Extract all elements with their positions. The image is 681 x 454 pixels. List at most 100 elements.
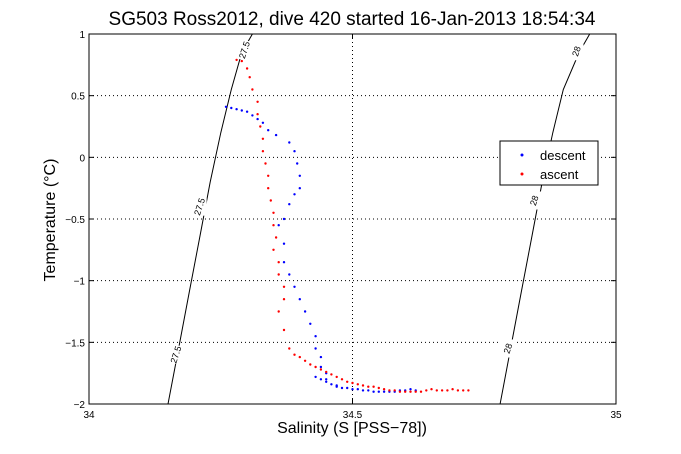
point-descent (319, 355, 323, 359)
point-descent (288, 141, 291, 144)
grid-lines (89, 34, 616, 404)
point-ascent (261, 150, 265, 153)
point-descent (314, 347, 317, 350)
y-tick-label: 0 (79, 153, 85, 164)
point-descent (325, 380, 328, 383)
legend-label-ascent: ascent (540, 167, 579, 182)
point-ascent (293, 353, 296, 356)
point-ascent (267, 187, 270, 190)
y-tick-label: 1 (79, 30, 85, 41)
contour-label: 28 (528, 194, 541, 207)
point-ascent (261, 137, 265, 140)
point-descent (314, 335, 317, 338)
y-tick-label: −1.5 (65, 338, 85, 349)
point-ascent (269, 199, 272, 202)
point-descent (235, 108, 238, 111)
point-descent (377, 390, 380, 393)
point-ascent (361, 384, 365, 387)
contour-label-bg (527, 191, 542, 210)
point-ascent (388, 389, 391, 392)
point-ascent (235, 58, 238, 62)
point-ascent (393, 389, 396, 392)
y-tick-label: 0.5 (71, 92, 85, 103)
point-descent (330, 383, 333, 386)
x-axis-label: Salinity (S [PSS−78]) (277, 420, 427, 437)
point-descent (319, 378, 323, 381)
x-tick-label: 35 (610, 410, 622, 421)
point-ascent (240, 59, 243, 63)
point-descent (409, 388, 412, 391)
point-descent (274, 133, 278, 137)
contour-label: 28 (502, 342, 515, 355)
point-ascent (377, 386, 380, 390)
point-descent (340, 386, 344, 390)
point-descent (282, 261, 286, 264)
point-ascent (446, 389, 449, 392)
point-descent (224, 105, 228, 109)
point-descent (367, 389, 370, 392)
data-points (224, 58, 470, 393)
point-descent (372, 390, 375, 393)
point-descent (293, 285, 296, 288)
point-descent (382, 390, 386, 393)
point-ascent (440, 389, 444, 392)
point-ascent (256, 100, 259, 104)
point-descent (288, 273, 291, 276)
point-ascent (277, 310, 280, 313)
chart-title: SG503 Ross2012, dive 420 started 16-Jan-… (109, 9, 596, 30)
point-ascent (267, 174, 270, 177)
point-ascent (314, 365, 317, 369)
point-ascent (340, 378, 344, 381)
point-ascent (372, 385, 375, 388)
legend-marker-descent (520, 153, 524, 157)
point-descent (356, 388, 359, 391)
point-ascent (274, 236, 278, 239)
point-ascent (259, 125, 262, 128)
point-descent (298, 298, 301, 301)
point-ascent (356, 383, 359, 386)
point-ascent (319, 368, 323, 371)
point-ascent (256, 113, 259, 116)
contour-label: 28 (570, 45, 583, 58)
point-ascent (367, 385, 370, 388)
contour-label-bg (569, 42, 584, 61)
point-ascent (282, 285, 286, 288)
point-descent (319, 365, 323, 369)
point-ascent (398, 390, 402, 393)
point-ascent (277, 261, 280, 264)
contour-label-bg (192, 197, 207, 216)
contour-label-bg (237, 41, 252, 60)
point-descent (298, 187, 301, 190)
point-ascent (303, 359, 307, 362)
point-ascent (248, 76, 251, 79)
point-ascent (430, 388, 433, 391)
point-ascent (335, 375, 338, 379)
legend: descent ascent (499, 140, 599, 186)
point-descent (230, 106, 233, 110)
point-descent (277, 224, 280, 227)
point-descent (325, 378, 328, 381)
point-ascent (325, 370, 328, 374)
point-ascent (298, 355, 301, 359)
point-ascent (456, 389, 460, 392)
legend-marker-ascent (520, 172, 524, 176)
point-ascent (288, 347, 291, 350)
point-descent (261, 121, 265, 125)
point-ascent (409, 390, 412, 393)
contour-line (167, 33, 253, 405)
point-descent (282, 242, 286, 245)
point-ascent (264, 162, 267, 165)
point-descent (314, 375, 317, 379)
x-tick-label: 34 (83, 410, 95, 421)
point-descent (245, 110, 249, 113)
point-descent (251, 114, 254, 117)
point-descent (256, 117, 259, 121)
legend-box (499, 140, 599, 186)
point-ascent (346, 380, 349, 383)
point-ascent (462, 389, 465, 392)
point-descent (293, 193, 296, 196)
point-ascent (272, 248, 275, 251)
point-ascent (330, 373, 333, 376)
point-ascent (467, 389, 470, 392)
